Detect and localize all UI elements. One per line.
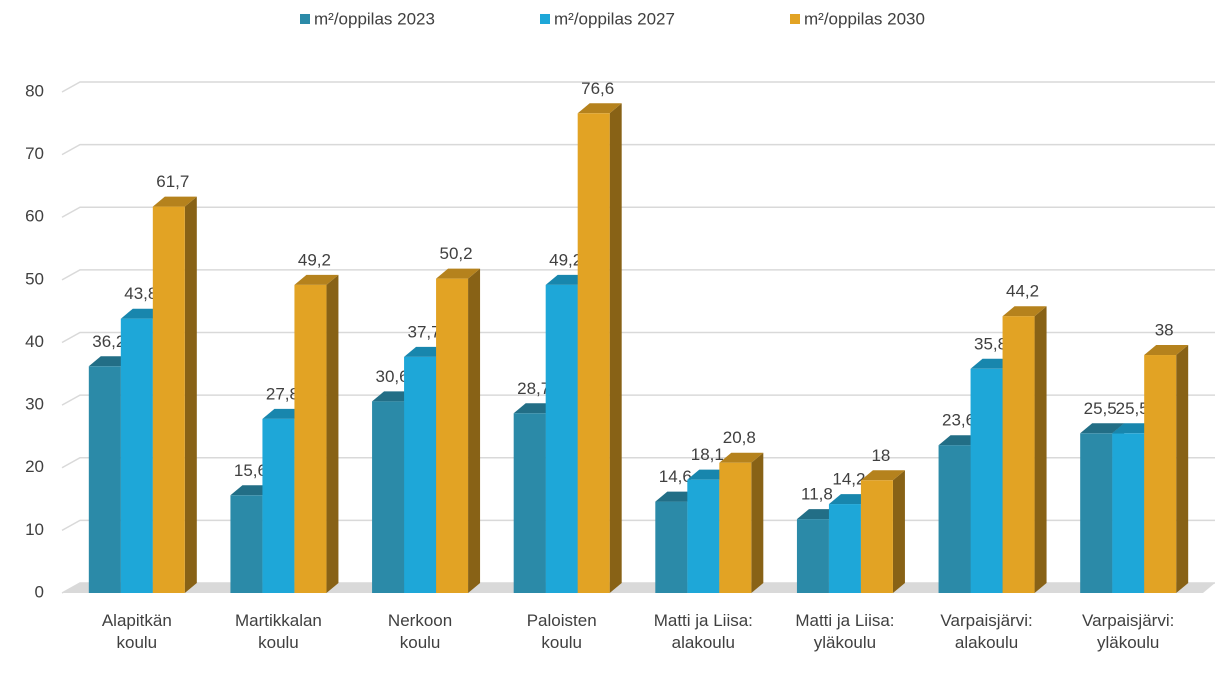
bar-top <box>719 452 764 463</box>
bar-side <box>468 268 481 593</box>
data-label: 44,2 <box>1006 282 1039 301</box>
data-label: 15,6 <box>234 461 267 480</box>
grid-line <box>61 394 1215 406</box>
bar <box>513 413 546 593</box>
y-tick-label: 80 <box>25 81 44 100</box>
data-label: 37,7 <box>408 322 441 341</box>
x-tick-label: Varpaisjärvi: alakoulu <box>940 611 1033 652</box>
bar <box>719 462 752 593</box>
data-label: 43,8 <box>124 284 157 303</box>
x-tick-label: Matti ja Liisa: alakoulu <box>653 611 753 652</box>
bar <box>1080 433 1113 593</box>
y-tick-label: 20 <box>25 457 44 476</box>
data-label: 23,6 <box>942 411 975 430</box>
bar <box>860 480 893 593</box>
data-label: 20,8 <box>723 428 756 447</box>
bar <box>655 501 688 593</box>
bar <box>938 445 971 593</box>
grid-line <box>61 331 1215 344</box>
data-label: 18,1 <box>691 445 724 464</box>
legend-swatch <box>540 14 550 24</box>
bar <box>1144 355 1177 593</box>
bar <box>230 495 263 593</box>
data-label: 76,6 <box>581 79 614 98</box>
data-label: 35,8 <box>974 334 1007 353</box>
bar <box>828 504 861 593</box>
data-label: 61,7 <box>156 172 189 191</box>
grid-line <box>61 143 1215 156</box>
data-label: 36,2 <box>92 332 125 351</box>
bar <box>545 284 578 593</box>
bar-top <box>294 274 339 285</box>
data-label: 14,2 <box>832 470 865 489</box>
floor <box>62 583 1215 593</box>
bar <box>577 113 610 593</box>
data-label: 11,8 <box>801 485 833 504</box>
bar-top <box>1002 306 1047 317</box>
bar <box>404 356 437 593</box>
y-tick-label: 0 <box>35 582 44 601</box>
data-label: 49,2 <box>298 250 331 269</box>
x-tick-label: Paloisten koulu <box>526 611 597 652</box>
bar-top <box>577 103 622 114</box>
bar <box>436 278 469 593</box>
bar-top <box>436 268 481 279</box>
legend-swatch <box>300 14 310 24</box>
bar-side <box>1176 345 1189 593</box>
bar-top <box>1144 345 1189 356</box>
bar <box>120 318 153 593</box>
bar <box>88 366 121 593</box>
data-label: 28,7 <box>517 379 550 398</box>
y-tick-label: 70 <box>25 144 44 163</box>
bar-top <box>1080 423 1125 434</box>
bar-side <box>609 103 622 593</box>
bar <box>372 401 405 593</box>
bar <box>262 418 295 593</box>
bar <box>1002 316 1035 593</box>
bar-side <box>1034 306 1047 593</box>
bar-top <box>152 196 197 207</box>
data-label: 18 <box>871 446 890 465</box>
bar <box>687 479 720 593</box>
data-label: 49,2 <box>549 250 582 269</box>
x-tick-label: Varpaisjärvi: yläkoulu <box>1082 611 1175 652</box>
data-label: 14,6 <box>659 467 692 486</box>
grid-line <box>61 269 1215 281</box>
data-label: 25,5 <box>1116 399 1149 418</box>
x-tick-label: Martikkalan koulu <box>234 611 322 652</box>
data-label: 38 <box>1155 321 1174 340</box>
legend-label: m²/oppilas 2030 <box>804 9 925 28</box>
grid-line <box>61 206 1215 218</box>
bar <box>1112 433 1145 593</box>
x-tick-label: Nerkoon koulu <box>387 611 453 652</box>
y-tick-label: 30 <box>25 395 44 414</box>
bar <box>970 368 1003 593</box>
bar-top <box>860 470 905 481</box>
bar-side <box>184 196 197 593</box>
data-label: 50,2 <box>440 244 473 263</box>
x-tick-label: Alapitkän koulu <box>101 611 172 652</box>
legend-label: m²/oppilas 2023 <box>314 9 435 28</box>
bar <box>294 284 327 593</box>
bar <box>796 519 829 593</box>
data-label: 27,8 <box>266 384 299 403</box>
bar-side <box>751 452 764 593</box>
bar <box>152 206 185 593</box>
y-tick-label: 60 <box>25 207 44 226</box>
y-tick-label: 40 <box>25 332 44 351</box>
grid-line <box>61 457 1215 469</box>
data-label: 30,6 <box>376 367 409 386</box>
data-label: 25,5 <box>1084 399 1117 418</box>
y-tick-label: 10 <box>25 520 44 539</box>
legend-label: m²/oppilas 2027 <box>554 9 675 28</box>
legend-swatch <box>790 14 800 24</box>
bar-side <box>326 274 339 593</box>
grid-line <box>61 81 1215 93</box>
bar-side <box>892 470 905 593</box>
x-tick-label: Matti ja Liisa: yläkoulu <box>795 611 895 652</box>
y-tick-label: 50 <box>25 269 44 288</box>
